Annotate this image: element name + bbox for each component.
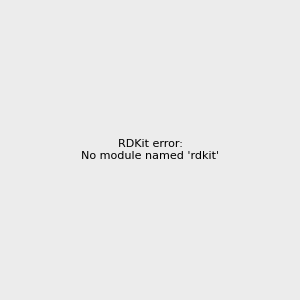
Text: RDKit error:
No module named 'rdkit': RDKit error: No module named 'rdkit' bbox=[81, 139, 219, 161]
